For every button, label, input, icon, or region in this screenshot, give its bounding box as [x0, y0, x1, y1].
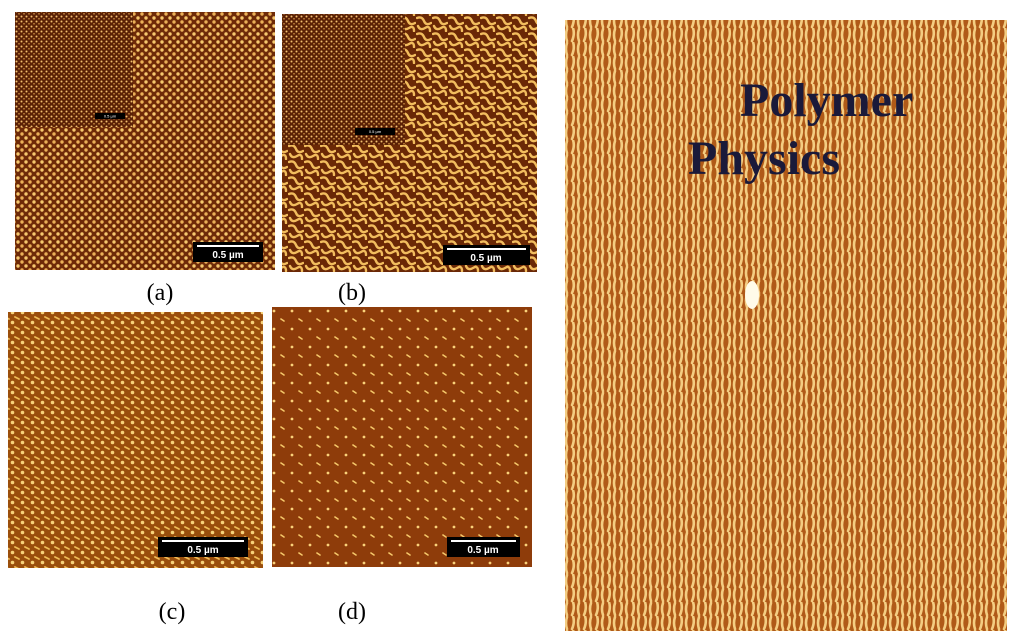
- panel-label: (c): [159, 599, 186, 625]
- inset-image: [15, 12, 133, 127]
- panel-label: (a): [147, 280, 174, 306]
- cover-title: Polymer: [740, 74, 913, 127]
- cover-title: Physics: [688, 132, 840, 185]
- bright-spot: [745, 281, 759, 309]
- afm-image: [272, 307, 532, 567]
- inset-scale-label: 0.5 µm: [369, 129, 382, 134]
- scale-label: 0.5 µm: [470, 253, 501, 264]
- scale-label: 0.5 µm: [467, 545, 498, 556]
- panel-label: (d): [338, 599, 366, 625]
- panel-label: (b): [338, 280, 366, 306]
- inset-image: [282, 14, 405, 145]
- figure: 0.5 µm 0.5 µm (a) 0.5 µm 0.5 µm (b) 0.5 …: [0, 0, 1014, 631]
- inset-scale-label: 0.5 µm: [104, 114, 117, 119]
- scale-label: 0.5 µm: [187, 545, 218, 556]
- scale-label: 0.5 µm: [212, 250, 243, 261]
- afm-image: [8, 312, 263, 568]
